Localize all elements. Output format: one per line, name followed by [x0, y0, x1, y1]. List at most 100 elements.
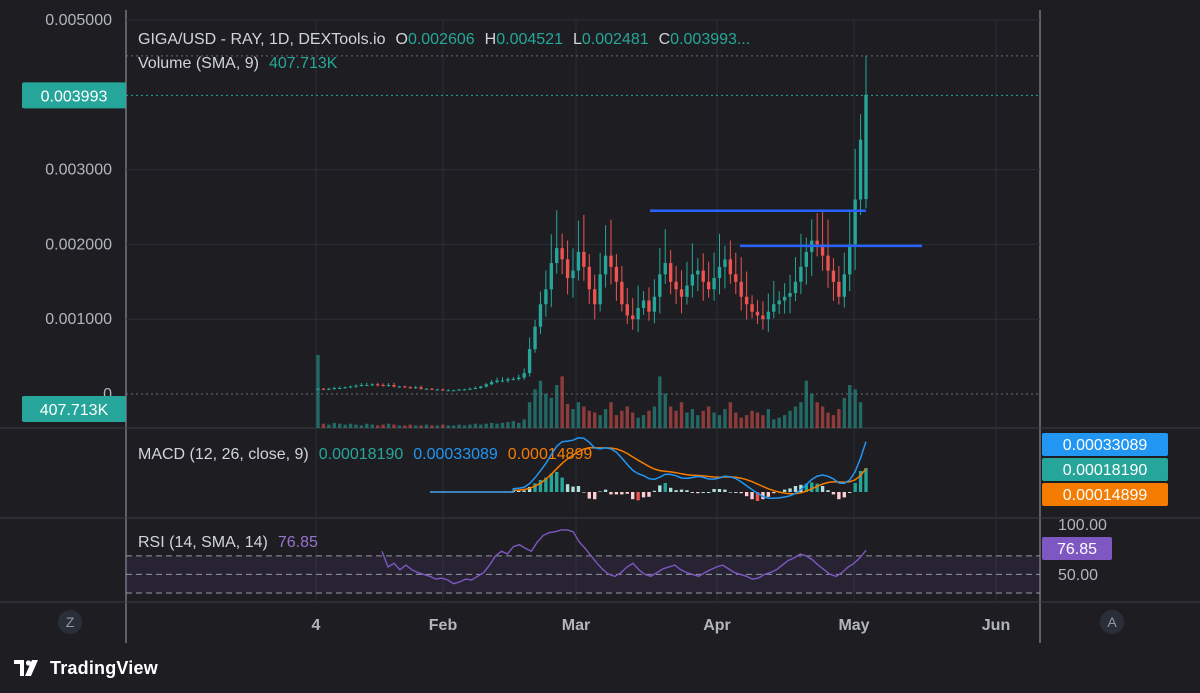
macd-histogram-bar: [701, 492, 705, 493]
macd-histogram-bar: [652, 490, 657, 492]
volume-bar: [820, 406, 825, 428]
volume-bar: [419, 425, 423, 428]
candle-body: [831, 270, 836, 282]
candle-body: [652, 296, 657, 312]
candle-body: [772, 304, 776, 312]
timezone-button[interactable]: [58, 610, 82, 634]
macd-histogram-bar: [527, 486, 532, 492]
time-tick-label: Mar: [562, 617, 590, 634]
macd-histogram-bar: [641, 492, 646, 498]
candle-body: [815, 240, 819, 245]
rsi-badge-text: 76.85: [1057, 541, 1097, 558]
candle-body: [734, 274, 738, 282]
volume-bar: [734, 412, 738, 428]
auto-scale-button[interactable]: [1100, 610, 1124, 634]
macd-histogram-bar: [598, 491, 602, 492]
tradingview-brand[interactable]: TradingView: [50, 657, 158, 678]
macd-histogram-bar: [723, 489, 727, 492]
symbol-label: GIGA/USD - RAY, 1D, DEXTools.io: [138, 31, 386, 48]
macd-histogram-bar: [766, 492, 771, 497]
candle-body: [343, 387, 347, 389]
macd-histogram-bar: [609, 492, 613, 495]
volume-bar: [424, 424, 429, 428]
candle-body: [376, 384, 380, 386]
candle-body: [712, 278, 716, 290]
volume-bar: [679, 402, 684, 428]
time-tick-label: Feb: [429, 617, 458, 634]
ohlc-key: O: [395, 31, 407, 48]
volume-bar: [668, 406, 673, 428]
volume-bar: [690, 409, 695, 428]
time-tick-label: Apr: [703, 617, 731, 634]
volume-bar: [549, 397, 553, 428]
volume-bar: [565, 403, 570, 428]
candle-body: [576, 251, 581, 271]
last-price-badge-text: 0.003993: [41, 88, 108, 105]
volume-bar: [495, 423, 499, 428]
candle-body: [842, 274, 846, 297]
rsi-badge: [1042, 537, 1112, 560]
candle-body: [555, 248, 559, 264]
candle-body: [441, 389, 445, 391]
candle-body: [565, 259, 570, 279]
macd-histogram-bar: [858, 471, 863, 492]
volume-bar: [538, 380, 543, 428]
volume-bar: [636, 417, 640, 428]
macd-histogram-bar: [668, 487, 673, 492]
volume-value: 407.713K: [269, 55, 338, 72]
ohlc-key: C: [659, 31, 671, 48]
candle-body: [549, 263, 553, 290]
volume-bar: [338, 423, 342, 428]
macd-histogram-bar: [772, 492, 776, 494]
candle-body: [609, 255, 613, 267]
macd-histogram-bar: [555, 471, 559, 492]
candle-body: [636, 307, 640, 320]
macd-histogram-bar: [549, 473, 553, 492]
volume-bar: [652, 406, 657, 428]
candle-body: [435, 389, 440, 391]
candle-body: [527, 349, 532, 374]
timezone-button-label: Z: [66, 614, 75, 630]
macd-histogram-bar: [761, 492, 765, 500]
time-tick-label: Jun: [982, 617, 1010, 634]
candle-body: [489, 382, 494, 385]
macd-histogram-bar: [538, 480, 543, 492]
candle-body: [848, 244, 852, 275]
candle-body: [761, 315, 765, 320]
candle-body: [495, 380, 499, 383]
candle-body: [820, 244, 825, 256]
ohlc-value: 0.003993...: [670, 31, 750, 48]
candles-group: [316, 55, 868, 392]
macd-histogram-bar: [864, 468, 868, 492]
macd-histogram-bar: [842, 492, 846, 498]
macd-histogram-bar: [826, 490, 830, 492]
volume-bar: [576, 402, 581, 428]
volume-bar: [755, 412, 760, 428]
macd-histogram-bar: [620, 492, 624, 495]
candle-body: [696, 270, 700, 275]
volume-bar: [717, 415, 722, 428]
rsi-tick-label: 50.00: [1058, 567, 1098, 584]
macd-histogram-bar: [625, 492, 629, 494]
macd-histogram-bar: [712, 489, 716, 492]
candle-body: [587, 266, 591, 290]
volume-bar: [527, 402, 532, 428]
volume-bar: [766, 409, 771, 428]
candle-body: [625, 304, 629, 316]
volume-bar: [560, 376, 564, 428]
macd-histogram: [511, 468, 868, 501]
candle-body: [788, 293, 792, 297]
macd-histogram-bar: [848, 492, 852, 493]
volume-legend: Volume (SMA, 9) 407.713K: [138, 55, 338, 72]
volume-bar: [658, 376, 662, 428]
volume-bar: [848, 385, 852, 428]
ohlc-key: L: [573, 31, 582, 48]
footer-background: [0, 643, 1200, 693]
volume-bar: [647, 410, 651, 428]
volume-bar: [533, 389, 537, 428]
candle-body: [674, 281, 678, 290]
candle-body: [793, 281, 798, 294]
volume-bar: [479, 424, 483, 428]
volume-bar: [826, 412, 830, 428]
